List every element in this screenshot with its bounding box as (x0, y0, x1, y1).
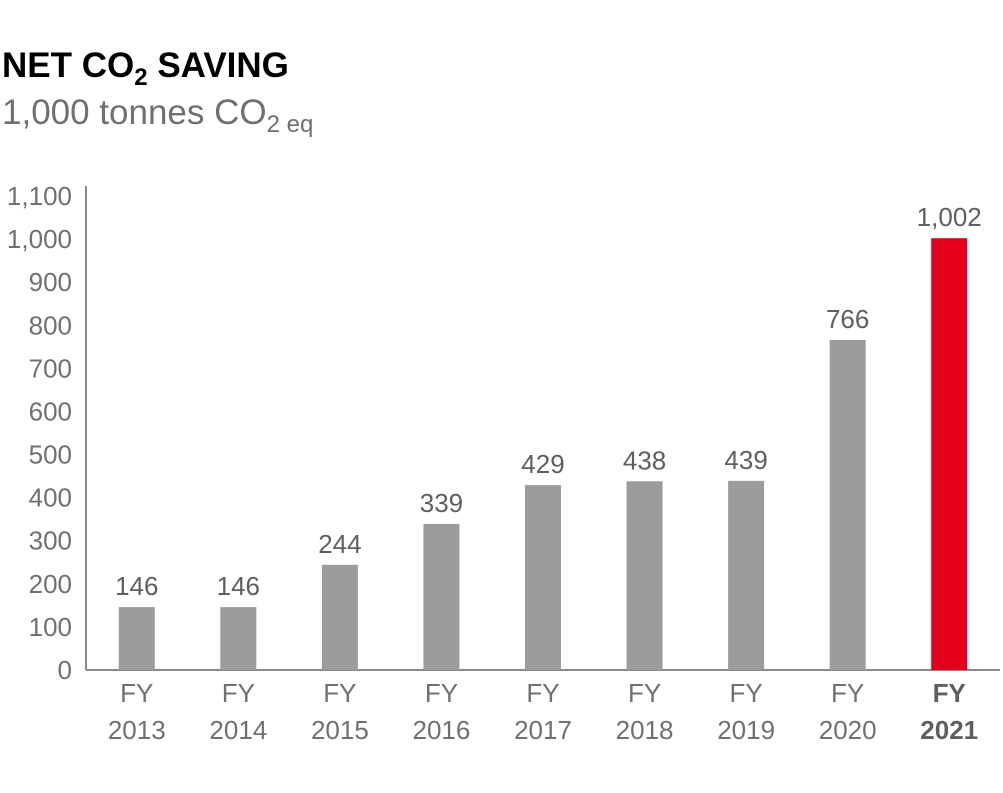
data-label: 1,002 (917, 202, 982, 232)
x-tick-label: 2013 (108, 715, 166, 745)
chart-subtitle: 1,000 tonnes CO2 eq (2, 93, 314, 138)
data-label: 438 (623, 445, 666, 475)
x-tick-label: FY (222, 678, 255, 708)
x-tick-label: 2017 (514, 715, 572, 745)
x-tick-label: FY (831, 678, 864, 708)
x-tick-label: FY (628, 678, 661, 708)
bar (220, 607, 257, 670)
x-tick-label: 2015 (311, 715, 369, 745)
data-label: 244 (318, 529, 361, 559)
y-tick-label: 400 (29, 483, 72, 513)
y-tick-label: 700 (29, 353, 72, 383)
y-tick-label: 500 (29, 440, 72, 470)
x-tick-label: 2018 (616, 715, 674, 745)
x-tick-label: FY (729, 678, 762, 708)
y-tick-label: 300 (29, 526, 72, 556)
x-tick-label: FY (120, 678, 153, 708)
bar (118, 607, 155, 670)
y-tick-label: 600 (29, 396, 72, 426)
x-tick-label: 2019 (717, 715, 775, 745)
data-label: 439 (724, 445, 767, 475)
x-tick-label: 2021 (920, 715, 978, 745)
y-tick-label: 0 (58, 655, 72, 685)
x-tick-label: FY (425, 678, 458, 708)
x-tick-label: 2014 (209, 715, 267, 745)
bar (829, 339, 866, 670)
bar (321, 564, 358, 670)
x-tick-label: FY (933, 678, 966, 708)
data-label: 339 (420, 488, 463, 518)
data-label: 146 (115, 571, 158, 601)
data-label: 766 (826, 304, 869, 334)
bar (626, 481, 663, 670)
y-tick-label: 100 (29, 612, 72, 642)
data-label: 146 (217, 571, 260, 601)
x-tick-label: 2016 (413, 715, 471, 745)
x-tick-label: FY (526, 678, 559, 708)
bar (423, 523, 460, 670)
y-tick-label: 800 (29, 310, 72, 340)
y-tick-label: 1,100 (7, 181, 72, 211)
x-tick-label: 2020 (819, 715, 877, 745)
bar (525, 485, 561, 670)
chart-title: NET CO2 SAVING (2, 46, 289, 91)
y-tick-label: 900 (29, 267, 72, 297)
bar (931, 238, 968, 670)
data-label: 429 (521, 449, 564, 479)
y-tick-label: 200 (29, 569, 72, 599)
y-tick-label: 1,000 (7, 224, 72, 254)
bar (728, 480, 765, 670)
x-tick-label: FY (323, 678, 356, 708)
